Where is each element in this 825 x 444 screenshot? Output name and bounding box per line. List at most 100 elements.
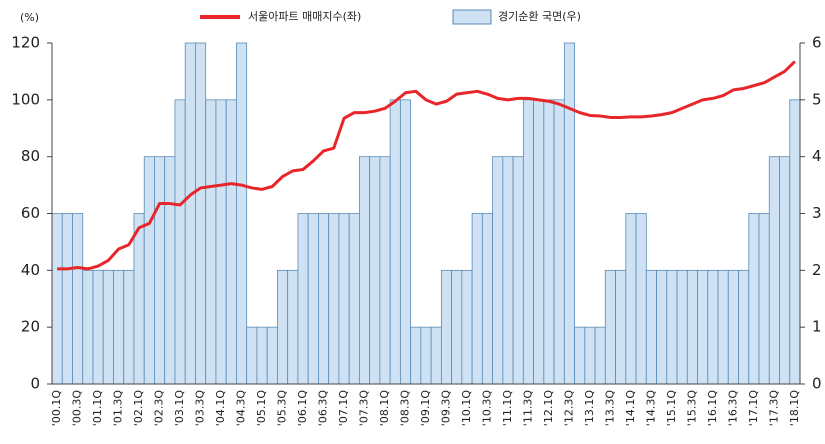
bar bbox=[225, 99, 237, 385]
x-tick-label: '17.3Q bbox=[767, 390, 780, 427]
bar bbox=[195, 42, 207, 385]
x-tick-label: '03.3Q bbox=[194, 390, 207, 427]
bar bbox=[656, 269, 668, 385]
bar bbox=[113, 269, 125, 385]
x-tick-label: '10.1Q bbox=[460, 390, 473, 427]
y2-tick-label: 4 bbox=[812, 147, 822, 165]
x-tick-label: '16.3Q bbox=[726, 390, 739, 427]
bar bbox=[61, 213, 73, 385]
bar bbox=[451, 269, 463, 385]
x-tick-label: '04.3Q bbox=[235, 390, 248, 427]
x-tick-label: '08.1Q bbox=[378, 390, 391, 427]
x-tick-label: '16.1Q bbox=[706, 390, 719, 427]
bar bbox=[297, 213, 309, 385]
x-tick-label: '03.1Q bbox=[173, 390, 186, 427]
bar bbox=[205, 99, 217, 385]
bar bbox=[82, 269, 94, 385]
bar bbox=[174, 99, 186, 385]
y-axis-label: (%) bbox=[20, 11, 39, 24]
y2-tick-label: 6 bbox=[812, 34, 822, 52]
bar bbox=[379, 156, 391, 385]
bar bbox=[471, 213, 483, 385]
bar bbox=[133, 213, 145, 385]
bar bbox=[215, 99, 227, 385]
bar bbox=[246, 326, 258, 385]
x-tick-label: '12.1Q bbox=[542, 390, 555, 427]
bar bbox=[686, 269, 698, 385]
bar bbox=[256, 326, 268, 385]
x-tick-label: '11.1Q bbox=[501, 390, 514, 427]
bar bbox=[410, 326, 422, 385]
x-tick-label: '02.1Q bbox=[132, 390, 145, 427]
x-tick-label: '05.3Q bbox=[276, 390, 289, 427]
bar bbox=[738, 269, 750, 385]
bar bbox=[51, 213, 63, 385]
x-tick-label: '13.1Q bbox=[583, 390, 596, 427]
bar bbox=[615, 269, 627, 385]
x-tick-label: '11.3Q bbox=[521, 390, 534, 427]
x-tick-label: '09.1Q bbox=[419, 390, 432, 427]
bar bbox=[707, 269, 719, 385]
bar bbox=[338, 213, 350, 385]
bar bbox=[154, 156, 166, 385]
x-tick-label: '13.3Q bbox=[603, 390, 616, 427]
bar bbox=[184, 42, 196, 385]
bar bbox=[574, 326, 586, 385]
x-tick-label: '14.3Q bbox=[644, 390, 657, 427]
bar bbox=[522, 99, 534, 385]
bar bbox=[717, 269, 729, 385]
bar bbox=[348, 213, 360, 385]
bar bbox=[164, 156, 176, 385]
x-tick-label: '01.1Q bbox=[91, 390, 104, 427]
legend-label: 경기순환 국면(우) bbox=[498, 10, 581, 23]
bar bbox=[72, 213, 84, 385]
bar bbox=[266, 326, 278, 385]
y-tick-label: 120 bbox=[11, 34, 40, 52]
bar bbox=[727, 269, 739, 385]
x-tick-label: '00.3Q bbox=[71, 390, 84, 427]
bar bbox=[92, 269, 104, 385]
bar bbox=[512, 156, 524, 385]
bar bbox=[481, 213, 494, 385]
x-tick-label: '10.3Q bbox=[480, 390, 493, 427]
bar bbox=[420, 326, 432, 385]
x-tick-label: '06.3Q bbox=[317, 390, 330, 427]
x-tick-label: '01.3Q bbox=[112, 390, 125, 427]
y2-tick-label: 3 bbox=[812, 204, 822, 222]
line bbox=[57, 60, 796, 271]
y2-tick-label: 1 bbox=[812, 318, 822, 336]
bar bbox=[492, 156, 504, 385]
x-tick-label: '08.3Q bbox=[399, 390, 412, 427]
bar bbox=[307, 213, 319, 385]
bar bbox=[553, 99, 565, 385]
bar bbox=[461, 269, 473, 385]
x-tick-label: '06.1Q bbox=[296, 390, 309, 427]
bar bbox=[594, 326, 606, 385]
x-tick-label: '18.1Q bbox=[788, 390, 801, 427]
x-tick-label: '07.1Q bbox=[337, 390, 350, 427]
legend-box bbox=[452, 9, 492, 25]
y-tick-label: 0 bbox=[30, 375, 40, 393]
y-tick-label: 80 bbox=[21, 147, 40, 165]
bar bbox=[758, 213, 770, 385]
bar bbox=[625, 213, 637, 385]
bar bbox=[123, 269, 135, 385]
bar bbox=[563, 42, 575, 385]
x-tick-label: '17.1Q bbox=[747, 390, 760, 427]
bar bbox=[399, 99, 412, 385]
bar bbox=[389, 99, 401, 385]
bar bbox=[789, 99, 801, 385]
x-tick-label: '15.1Q bbox=[665, 390, 678, 427]
y-tick-label: 20 bbox=[21, 318, 40, 336]
bar bbox=[584, 326, 596, 385]
bar bbox=[328, 213, 340, 385]
bar bbox=[102, 269, 114, 385]
y-tick-label: 60 bbox=[21, 204, 40, 222]
bar bbox=[666, 269, 678, 385]
bar bbox=[287, 269, 299, 385]
bar bbox=[236, 42, 248, 385]
bar bbox=[604, 269, 616, 385]
bar bbox=[748, 213, 760, 385]
x-tick-label: '05.1Q bbox=[255, 390, 268, 427]
y2-tick-label: 2 bbox=[812, 261, 822, 279]
